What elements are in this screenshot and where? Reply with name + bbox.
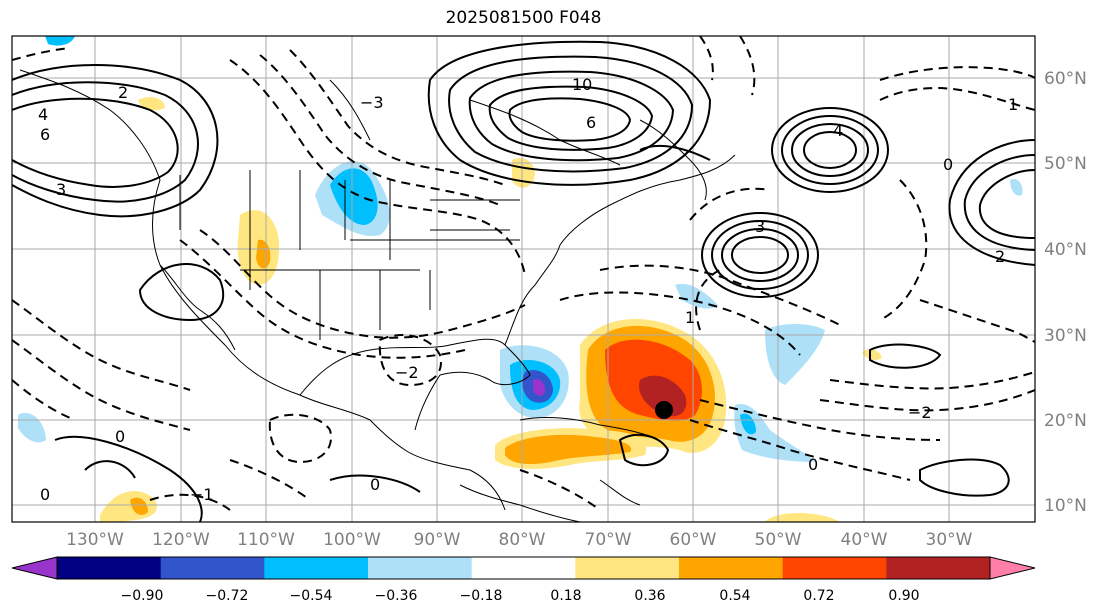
colorbar-tick-label: −0.36 [375,588,418,604]
longitude-labels: 130°W 120°W 110°W 100°W 90°W 80°W 70°W 6… [66,530,973,550]
warm-anomaly-bottom [765,513,840,522]
map-frame [11,35,1036,523]
lat-label: 60°N [1044,69,1087,89]
cool-anomaly-plains-mid [330,168,378,225]
colorbar-extend-low [11,556,58,580]
cool-anomaly-atlantic-2 [734,404,815,462]
lat-label: 10°N [1044,496,1087,516]
lat-label: 50°N [1044,154,1087,174]
colorbar-segment [57,557,162,579]
contour-label: 3 [56,180,66,199]
colorbar-segment [264,557,369,579]
cool-anomaly-top [45,36,75,46]
lon-label: 70°W [585,530,632,550]
lon-label: 80°W [499,530,546,550]
contour-label: 6 [40,125,50,144]
colorbar-segment [160,557,265,579]
lon-label: 130°W [66,530,124,550]
contours-positive [12,40,1035,522]
coastlines [19,69,736,522]
contour-label: 6 [586,113,596,132]
contour-label: 10 [572,75,592,94]
contour-label: 1 [1008,95,1018,114]
shading-layer [18,36,1023,522]
contours-negative [12,36,1035,511]
contour-label: 0 [943,155,953,174]
cool-anomaly-azores [1010,178,1023,196]
colorbar-tick-label: −0.90 [121,588,164,604]
contour-label: 4 [833,121,843,140]
contour-label: −3 [360,93,384,112]
cool-anomaly-atlantic-1 [765,324,825,385]
contour-label: 2 [995,247,1005,266]
cool-anomaly-core [533,379,546,396]
colorbar-extend-high [989,556,1036,580]
lon-label: 40°W [841,530,888,550]
lon-label: 50°W [755,530,802,550]
lat-label: 30°N [1044,326,1087,346]
lon-label: 110°W [237,530,295,550]
contour-label: 0 [808,455,818,474]
lon-label: 90°W [414,530,461,550]
contour-labels: 10 6 6 4 4 3 3 2 2 1 1 0 0 0 0 0 −1 −2 −… [38,75,1018,504]
lon-label: 100°W [323,530,381,550]
warm-anomaly-caribbean-mid [505,434,632,465]
colorbar-frame [56,556,991,580]
colorbar-tick-label: 0.90 [888,588,919,604]
lon-label: 120°W [152,530,210,550]
warm-anomaly-atlantic-small [862,349,882,360]
lat-label: 40°N [1044,240,1087,260]
colorbar [11,556,1036,580]
contour-label: 0 [115,427,125,446]
contour-label: −2 [395,363,419,382]
colorbar-segment [471,557,576,579]
colorbar-tick-label: 0.18 [550,588,581,604]
colorbar-segment [575,557,680,579]
lat-label: 20°N [1044,411,1087,431]
warm-anomaly-rockies-mid [256,239,271,269]
colorbar-tick-labels: −0.90 −0.72 −0.54 −0.36 −0.18 0.18 0.36 … [121,588,920,604]
colorbar-tick-label: −0.72 [206,588,249,604]
colorbar-segment [782,557,887,579]
contour-label: 1 [685,308,695,327]
colorbar-segment [886,557,991,579]
warm-anomaly-core [639,375,687,417]
cool-anomaly-atlantic-3 [675,283,718,309]
cool-anomaly-atlantic-2-mid [740,413,756,435]
map-title: 2025081500 F048 [445,8,602,28]
contour-label: 0 [40,485,50,504]
colorbar-tick-label: 0.54 [719,588,750,604]
colorbar-tick-label: 0.72 [803,588,834,604]
colorbar-tick-label: 0.36 [634,588,665,604]
contour-label: 0 [370,475,380,494]
lon-label: 60°W [670,530,717,550]
contour-label: −2 [908,403,932,422]
contour-label: 4 [38,105,48,124]
storm-center-marker [655,401,673,419]
colorbar-segment [368,557,473,579]
latitude-labels: 60°N 50°N 40°N 30°N 20°N 10°N [1044,69,1087,516]
colorbar-tick-label: −0.54 [290,588,333,604]
warm-anomaly-pacific-mid [130,497,148,515]
lon-label: 30°W [926,530,973,550]
contour-label: −1 [190,485,214,504]
contour-label: 2 [118,83,128,102]
contour-label: 3 [755,217,765,236]
colorbar-tick-label: −0.18 [460,588,503,604]
colorbar-segment [679,557,784,579]
